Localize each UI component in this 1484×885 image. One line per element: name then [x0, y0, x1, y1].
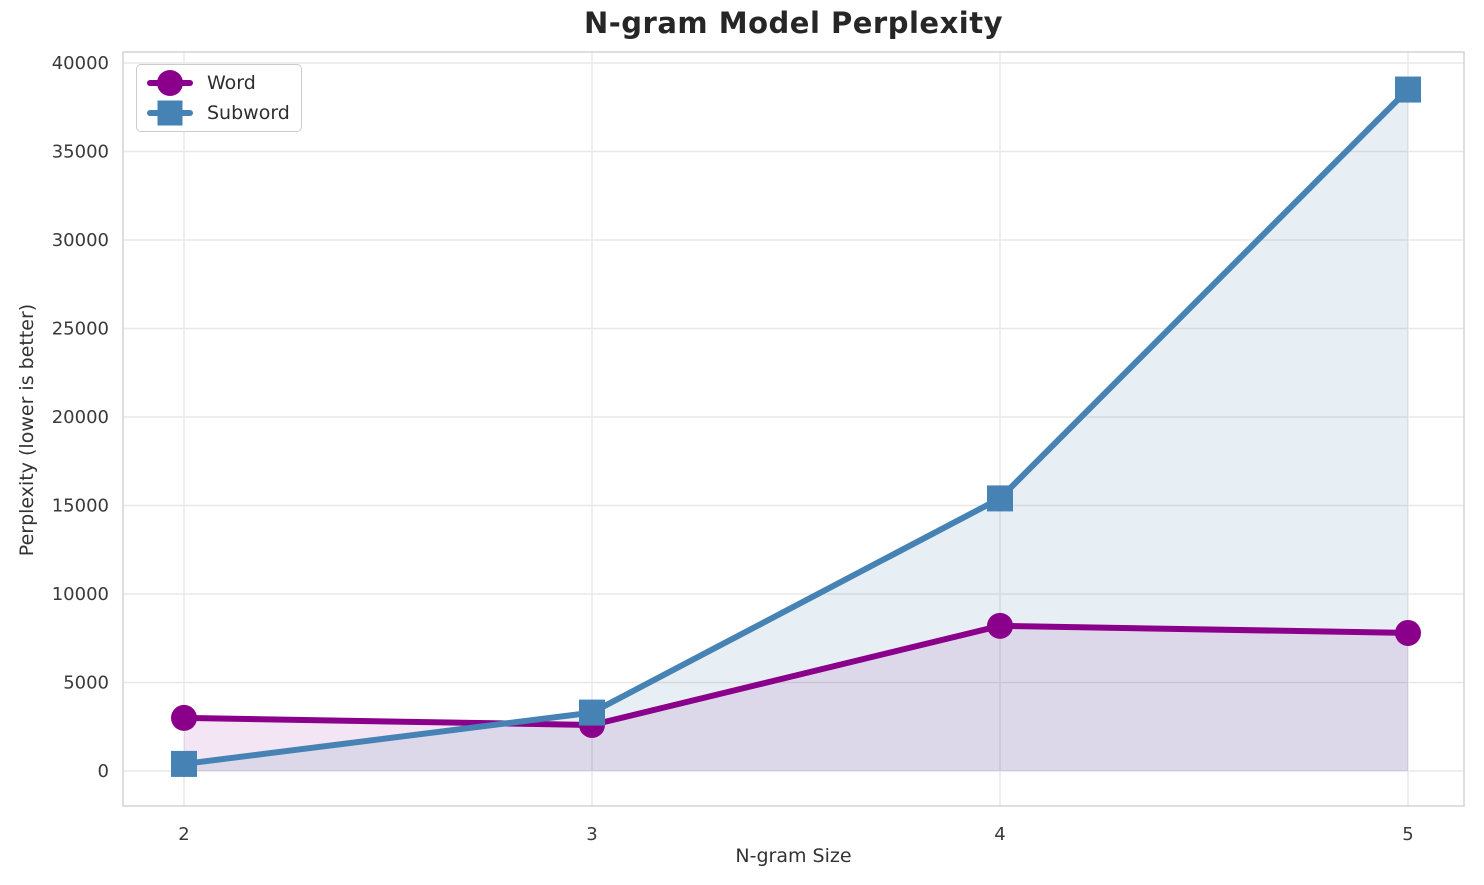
x-tick-label: 5: [1402, 824, 1413, 845]
y-tick-label: 10000: [52, 584, 109, 605]
legend-label: Subword: [207, 102, 290, 125]
y-tick-label: 15000: [52, 496, 109, 517]
data-point-subword: [1395, 76, 1421, 103]
y-tick-label: 35000: [52, 142, 109, 163]
data-point-word: [987, 612, 1013, 639]
legend-label: Word: [207, 71, 256, 94]
x-tick-label: 4: [994, 824, 1005, 845]
y-tick-label: 5000: [63, 673, 109, 694]
legend: Word Subword: [136, 64, 302, 132]
legend-item-word: Word: [147, 68, 291, 98]
y-tick-label: 0: [98, 761, 109, 782]
legend-key-marker: [157, 100, 183, 126]
y-tick-label: 25000: [52, 319, 109, 340]
plot-spines: [122, 51, 1465, 807]
series-area-word: [184, 625, 1408, 771]
x-tick-label: 3: [586, 824, 597, 845]
data-point-word: [171, 704, 197, 731]
series-line-subword: [183, 87, 1411, 767]
data-point-word: [1395, 619, 1421, 646]
y-tick-label: 20000: [52, 407, 109, 428]
circle-marker-icon: [147, 69, 193, 97]
y-tick-label: 40000: [52, 53, 109, 74]
data-point-subword: [579, 699, 605, 726]
data-point-subword: [987, 485, 1013, 512]
square-marker-icon: [147, 99, 193, 127]
data-point-subword: [171, 750, 197, 777]
y-tick-label: 30000: [52, 230, 109, 251]
series-area-subword: [184, 89, 1408, 772]
legend-item-subword: Subword: [147, 98, 291, 128]
chart-title: N-gram Model Perplexity: [583, 6, 1003, 40]
x-tick-label: 2: [178, 824, 189, 845]
legend-key-marker: [157, 69, 183, 96]
series-line-word: [183, 622, 1409, 728]
x-axis-label: N-gram Size: [735, 845, 852, 867]
